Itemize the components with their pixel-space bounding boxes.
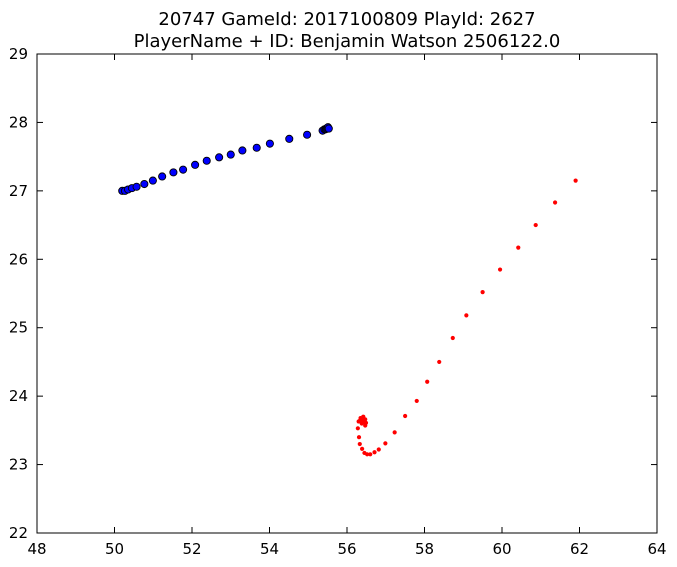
blue-scatter-point [169, 168, 178, 177]
chart-title-line-2: PlayerName + ID: Benjamin Watson 2506122… [134, 31, 561, 52]
red-scatter-point [464, 313, 469, 318]
y-tick-label: 25 [9, 319, 28, 337]
red-scatter-point [403, 413, 408, 419]
red-scatter-point [497, 267, 503, 272]
x-tick-label: 64 [647, 540, 666, 558]
red-scatter-point [356, 435, 362, 440]
blue-scatter-point [226, 150, 235, 159]
x-tick-label: 52 [182, 540, 201, 558]
y-tick-label: 28 [9, 113, 28, 131]
red-scatter-point [383, 441, 388, 446]
y-tick-label: 24 [9, 387, 28, 405]
y-tick-label: 29 [9, 45, 28, 63]
red-scatter-point [362, 450, 367, 456]
x-tick-label: 62 [570, 540, 589, 558]
x-tick-label: 48 [27, 540, 46, 558]
blue-scatter-point [148, 176, 157, 185]
x-tick-label: 54 [260, 540, 279, 558]
x-tick-label: 56 [337, 540, 356, 558]
blue-scatter-point [140, 179, 149, 189]
y-tick-label: 23 [9, 456, 28, 474]
y-tick-label: 26 [9, 250, 28, 268]
red-scatter-point [368, 452, 373, 457]
y-tick-label: 22 [9, 524, 28, 542]
x-tick-label: 50 [105, 540, 124, 558]
x-tick-label: 60 [492, 540, 511, 558]
red-scatter-point [573, 178, 578, 183]
blue-scatter-point [238, 146, 247, 155]
red-scatter-point [516, 245, 521, 250]
blue-scatter-point [285, 134, 294, 143]
red-scatter-point [355, 426, 360, 431]
red-scatter-point [372, 450, 377, 455]
chart-title-line-1: 20747 GameId: 2017100809 PlayId: 2627 [158, 9, 535, 30]
red-scatter-point [363, 423, 368, 428]
blue-scatter-point [215, 153, 224, 162]
red-scatter-point [425, 379, 430, 384]
red-scatter-point [450, 335, 455, 341]
red-scatter-point [359, 421, 364, 426]
red-scatter-point [357, 441, 362, 447]
red-scatter-point [552, 200, 558, 205]
blue-scatter-point [252, 143, 261, 152]
blue-scatter-point [265, 139, 274, 148]
red-scatter-point [480, 290, 485, 295]
red-scatter-point [360, 446, 365, 451]
blue-scatter-point [158, 172, 167, 181]
red-scatter-point [414, 398, 419, 404]
red-scatter-point [376, 447, 381, 452]
red-scatter-point [392, 430, 397, 435]
blue-scatter-point [303, 130, 312, 139]
blue-scatter-point [132, 182, 141, 191]
x-tick-label: 58 [415, 540, 434, 558]
red-scatter-point [533, 222, 538, 228]
blue-scatter-point [324, 124, 333, 133]
blue-scatter-point [179, 165, 188, 174]
blue-scatter-point [202, 156, 211, 165]
y-tick-label: 27 [9, 182, 28, 200]
red-scatter-point [437, 359, 442, 365]
blue-scatter-point [191, 160, 200, 169]
plot-area: 48 50 52 54 56 58 60 62 64 22 23 24 25 26 27 28 29 [9, 45, 667, 558]
